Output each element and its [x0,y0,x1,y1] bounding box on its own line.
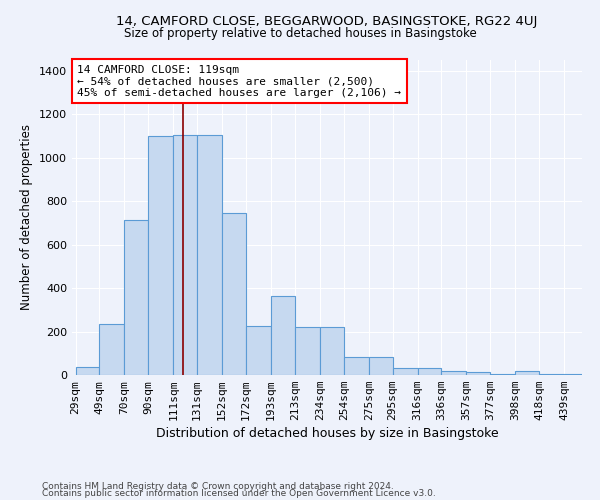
Bar [466,372,490,375]
Y-axis label: Number of detached properties: Number of detached properties [20,124,34,310]
Bar [100,324,124,375]
Bar [124,220,148,375]
X-axis label: Distribution of detached houses by size in Basingstoke: Distribution of detached houses by size … [155,428,499,440]
Text: Size of property relative to detached houses in Basingstoke: Size of property relative to detached ho… [124,28,476,40]
Bar [295,327,320,375]
Bar [271,296,295,375]
Bar [392,368,418,375]
Bar [148,136,173,375]
Bar [76,368,100,375]
Bar [173,135,197,375]
Bar [197,135,222,375]
Text: Contains HM Land Registry data © Crown copyright and database right 2024.: Contains HM Land Registry data © Crown c… [42,482,394,491]
Title: 14, CAMFORD CLOSE, BEGGARWOOD, BASINGSTOKE, RG22 4UJ: 14, CAMFORD CLOSE, BEGGARWOOD, BASINGSTO… [116,16,538,28]
Bar [369,356,392,375]
Bar [320,327,344,375]
Bar [564,374,589,375]
Bar [442,370,466,375]
Text: 14 CAMFORD CLOSE: 119sqm
← 54% of detached houses are smaller (2,500)
45% of sem: 14 CAMFORD CLOSE: 119sqm ← 54% of detach… [77,64,401,98]
Bar [246,326,271,375]
Bar [515,370,539,375]
Bar [490,374,515,375]
Bar [418,368,442,375]
Bar [344,356,369,375]
Bar [222,213,246,375]
Text: Contains public sector information licensed under the Open Government Licence v3: Contains public sector information licen… [42,490,436,498]
Bar [539,374,564,375]
